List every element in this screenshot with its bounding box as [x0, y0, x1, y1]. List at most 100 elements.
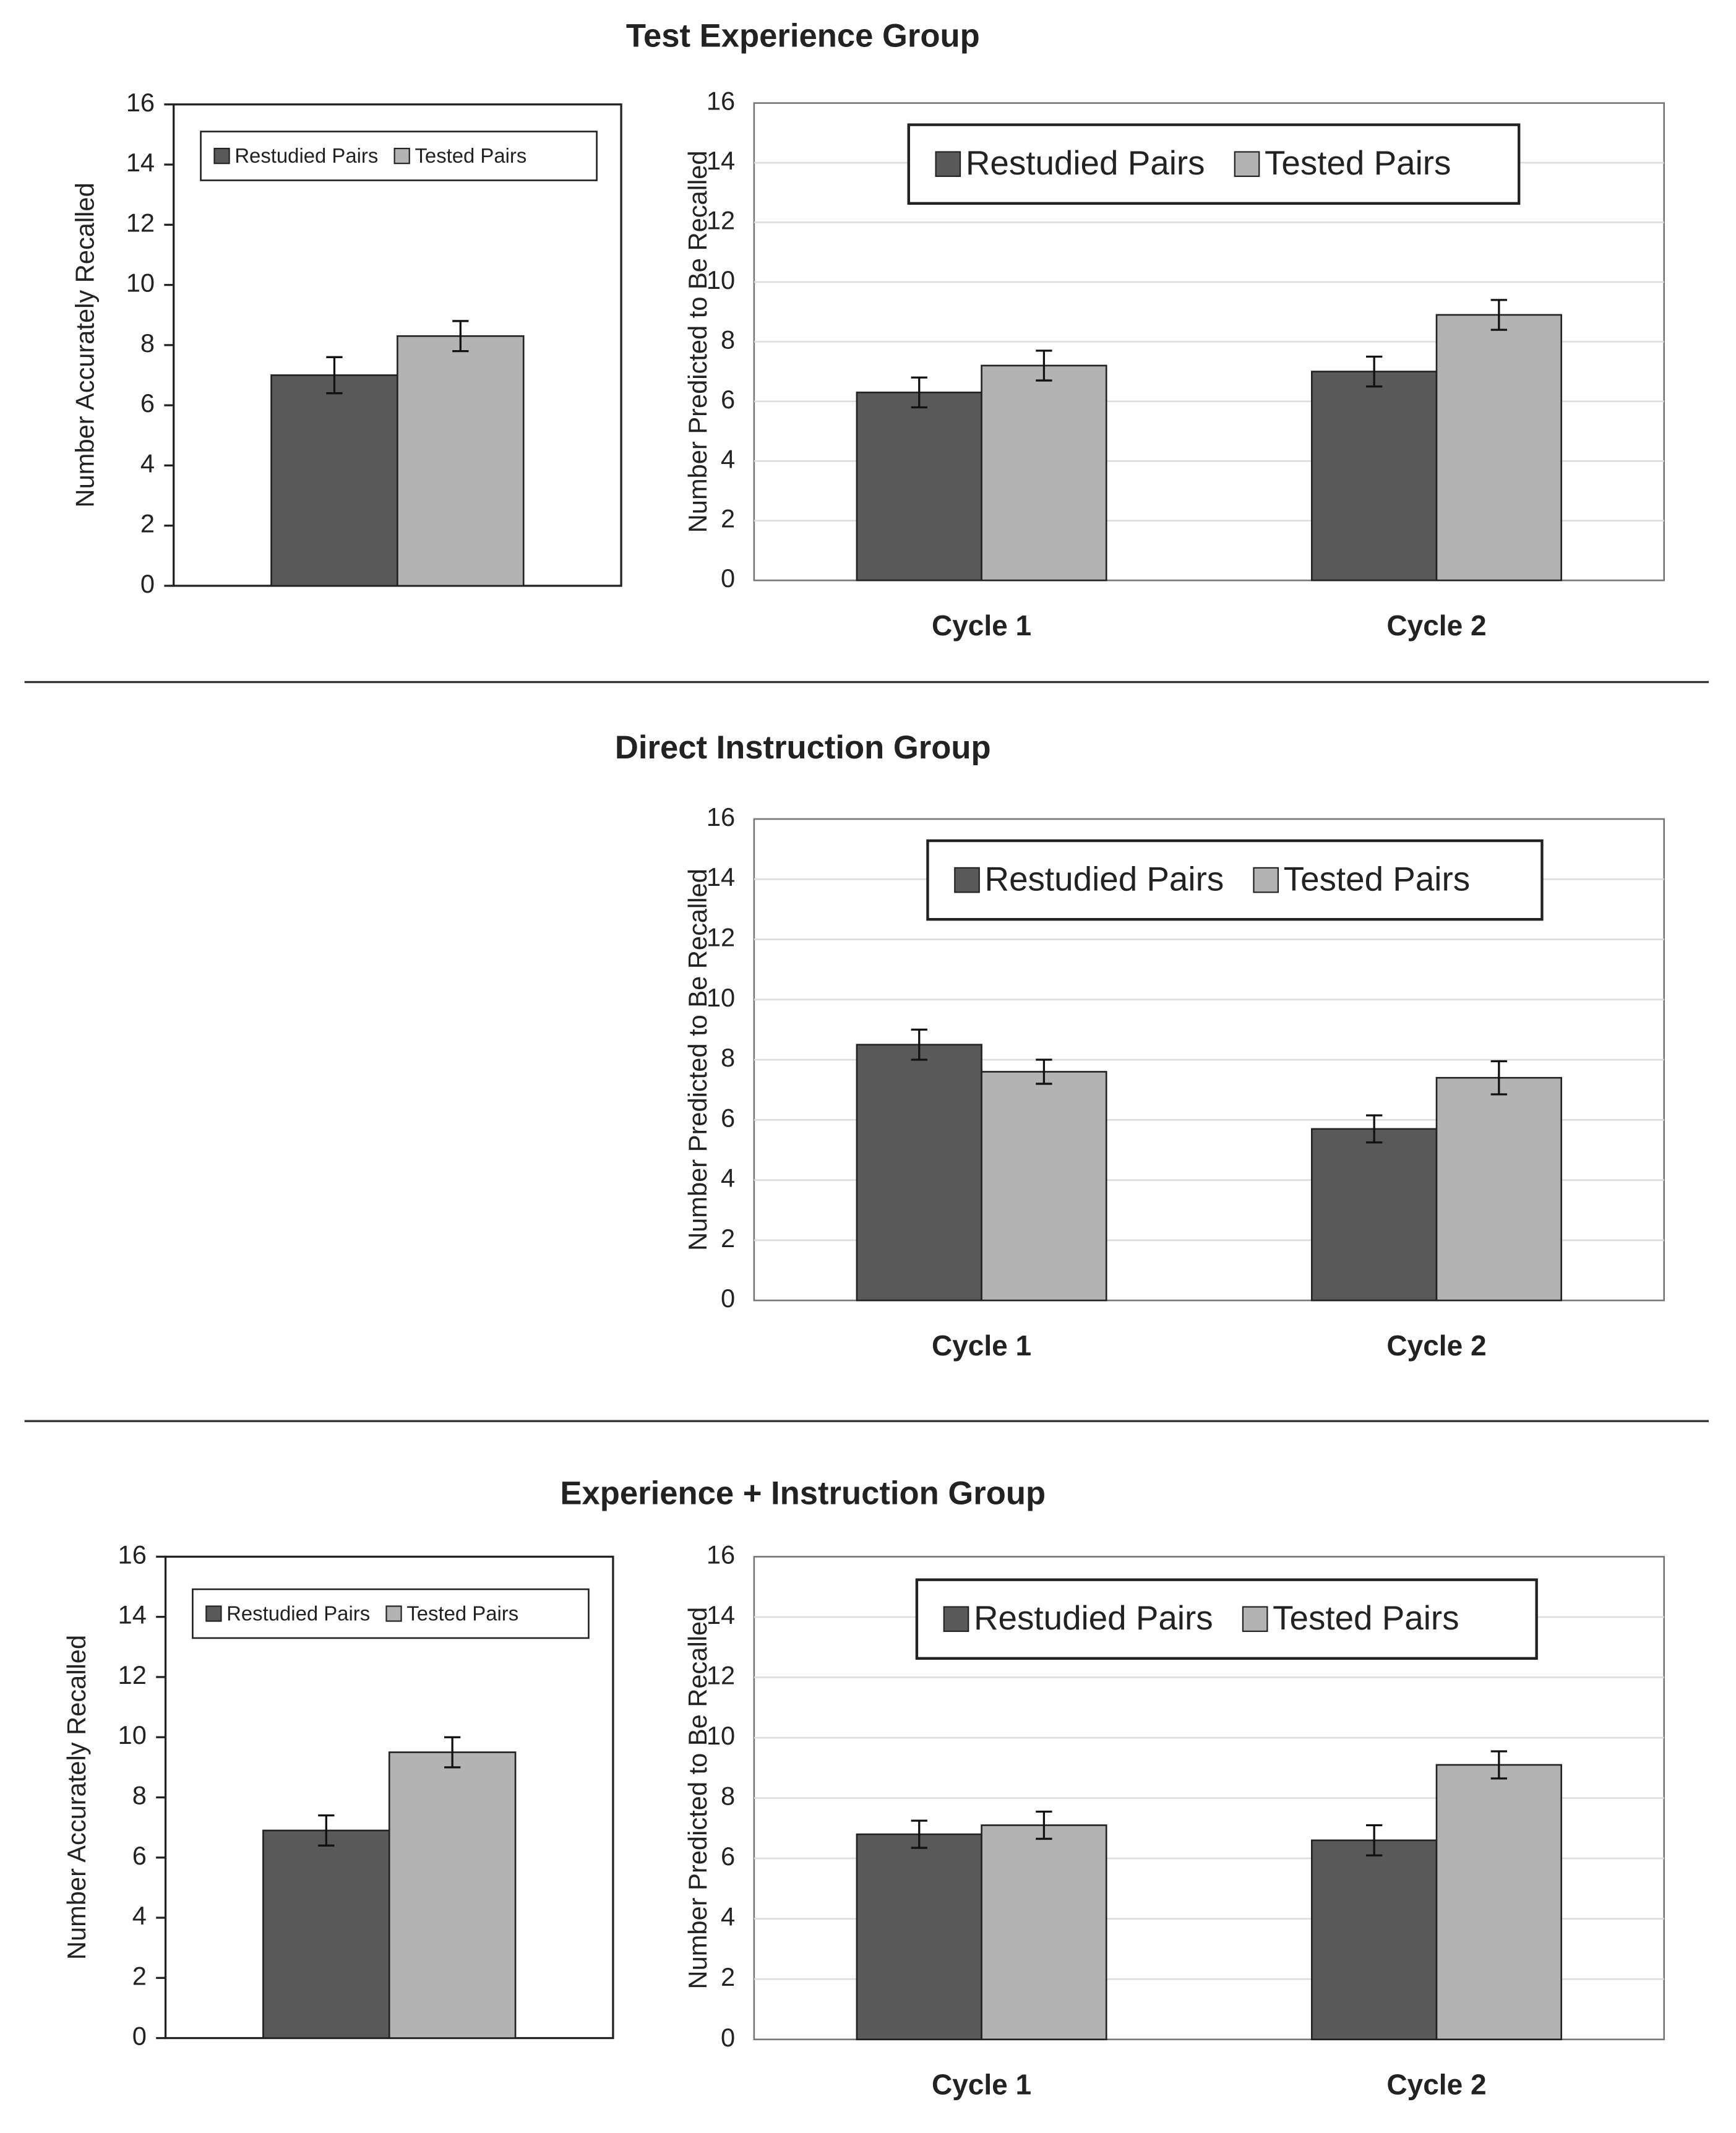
- legend-label: Restudied Pairs: [226, 1602, 370, 1624]
- bar: [856, 1044, 982, 1302]
- error-bar: [911, 1819, 927, 1849]
- legend-swatch: [935, 151, 961, 178]
- y-tick-label: 0: [721, 2023, 735, 2052]
- bar: [397, 335, 525, 587]
- bar: [856, 392, 982, 582]
- legend-swatch: [213, 147, 230, 165]
- group-title: Experience + Instruction Group: [560, 1475, 1046, 1512]
- bar: [1311, 1128, 1438, 1302]
- y-tick-label: 4: [140, 448, 155, 478]
- y-tick-label: 12: [707, 923, 735, 952]
- x-tick-label: Cycle 1: [932, 609, 1031, 642]
- y-tick-label: 0: [721, 1284, 735, 1313]
- legend-swatch: [1253, 867, 1279, 893]
- bar: [1311, 1839, 1438, 2041]
- bar: [856, 1833, 982, 2041]
- y-tick-label: 8: [721, 1043, 735, 1072]
- error-bar: [1490, 299, 1507, 331]
- bar: [981, 1071, 1107, 1302]
- error-bar: [1366, 355, 1383, 388]
- bar: [270, 374, 398, 587]
- y-tick-label: 12: [126, 208, 155, 237]
- bar: [1435, 1764, 1562, 2041]
- y-tick-label: 8: [721, 1782, 735, 1811]
- y-tick-label: 4: [132, 1901, 147, 1930]
- legend-label: Tested Pairs: [1265, 144, 1451, 182]
- y-tick-label: 2: [140, 509, 155, 538]
- y-tick-label: 10: [126, 268, 155, 298]
- y-tick-label: 0: [140, 569, 155, 598]
- y-tick-label: 8: [140, 328, 155, 358]
- y-tick-label: 6: [721, 1842, 735, 1871]
- error-bar: [452, 320, 469, 353]
- legend-swatch: [393, 147, 410, 165]
- y-tick-label: 16: [707, 87, 735, 116]
- y-tick-label: 10: [707, 1721, 735, 1750]
- y-tick-label: 12: [707, 205, 735, 234]
- x-tick-label: Cycle 2: [1386, 609, 1486, 642]
- y-tick-label: 14: [126, 148, 155, 177]
- error-bar: [1490, 1060, 1507, 1096]
- bar: [981, 364, 1107, 582]
- y-tick-label: 4: [721, 1902, 735, 1931]
- error-bar: [444, 1736, 461, 1769]
- y-tick-label: 12: [707, 1660, 735, 1689]
- bar: [262, 1829, 390, 2039]
- x-tick-label: Cycle 2: [1386, 1329, 1486, 1362]
- group-title: Direct Instruction Group: [615, 729, 991, 766]
- y-tick-label: 16: [707, 802, 735, 831]
- legend-box: [192, 1588, 590, 1639]
- legend-label: Restudied Pairs: [974, 1599, 1213, 1637]
- y-axis-label: Number Accurately Recalled: [62, 1635, 91, 1960]
- bar: [388, 1751, 517, 2039]
- error-bar: [1366, 1114, 1383, 1144]
- y-axis-label: Number Predicted to Be Recalled: [683, 1607, 712, 1989]
- legend-swatch: [205, 1605, 222, 1622]
- y-tick-label: 0: [132, 2022, 147, 2051]
- y-tick-label: 6: [721, 385, 735, 414]
- bar: [1435, 1076, 1562, 1302]
- group-title: Test Experience Group: [626, 17, 980, 54]
- error-bar: [911, 376, 927, 409]
- legend-label: Restudied Pairs: [234, 144, 378, 167]
- legend-label: Tested Pairs: [406, 1602, 518, 1624]
- y-tick-label: 4: [721, 1164, 735, 1193]
- legend-label: Restudied Pairs: [985, 859, 1224, 898]
- y-tick-label: 16: [707, 1540, 735, 1569]
- legend-box: [907, 123, 1521, 205]
- y-tick-label: 8: [721, 325, 735, 354]
- error-bar: [1490, 1750, 1507, 1780]
- y-axis-label: Number Predicted to Be Recalled: [683, 869, 712, 1251]
- legend-swatch: [385, 1605, 402, 1622]
- x-tick-label: Cycle 1: [932, 1329, 1031, 1362]
- legend-box: [926, 839, 1544, 921]
- bar: [1435, 314, 1562, 582]
- legend-swatch: [1234, 151, 1260, 178]
- y-tick-label: 10: [707, 265, 735, 294]
- y-tick-label: 16: [118, 1540, 147, 1569]
- y-tick-label: 0: [721, 564, 735, 593]
- legend-swatch: [954, 867, 980, 893]
- error-bar: [1366, 1824, 1383, 1856]
- y-tick-label: 2: [721, 1962, 735, 1991]
- y-tick-label: 2: [721, 504, 735, 533]
- error-bar: [911, 1028, 927, 1061]
- x-tick-label: Cycle 2: [1386, 2069, 1486, 2101]
- bar: [981, 1824, 1107, 2041]
- y-tick-label: 12: [118, 1660, 147, 1689]
- legend-label: Tested Pairs: [1273, 1599, 1459, 1637]
- legend-box: [915, 1578, 1538, 1660]
- error-bar: [1036, 1810, 1052, 1840]
- legend-label: Restudied Pairs: [966, 144, 1205, 182]
- y-tick-label: 16: [126, 88, 155, 117]
- y-tick-label: 14: [118, 1600, 147, 1629]
- y-tick-label: 14: [707, 1600, 735, 1629]
- x-tick-label: Cycle 1: [932, 2069, 1031, 2101]
- y-tick-label: 2: [132, 1961, 147, 1990]
- y-tick-label: 6: [140, 388, 155, 418]
- bar: [1311, 371, 1438, 582]
- error-bar: [318, 1814, 335, 1847]
- legend-label: Tested Pairs: [415, 144, 526, 167]
- y-tick-label: 6: [721, 1103, 735, 1132]
